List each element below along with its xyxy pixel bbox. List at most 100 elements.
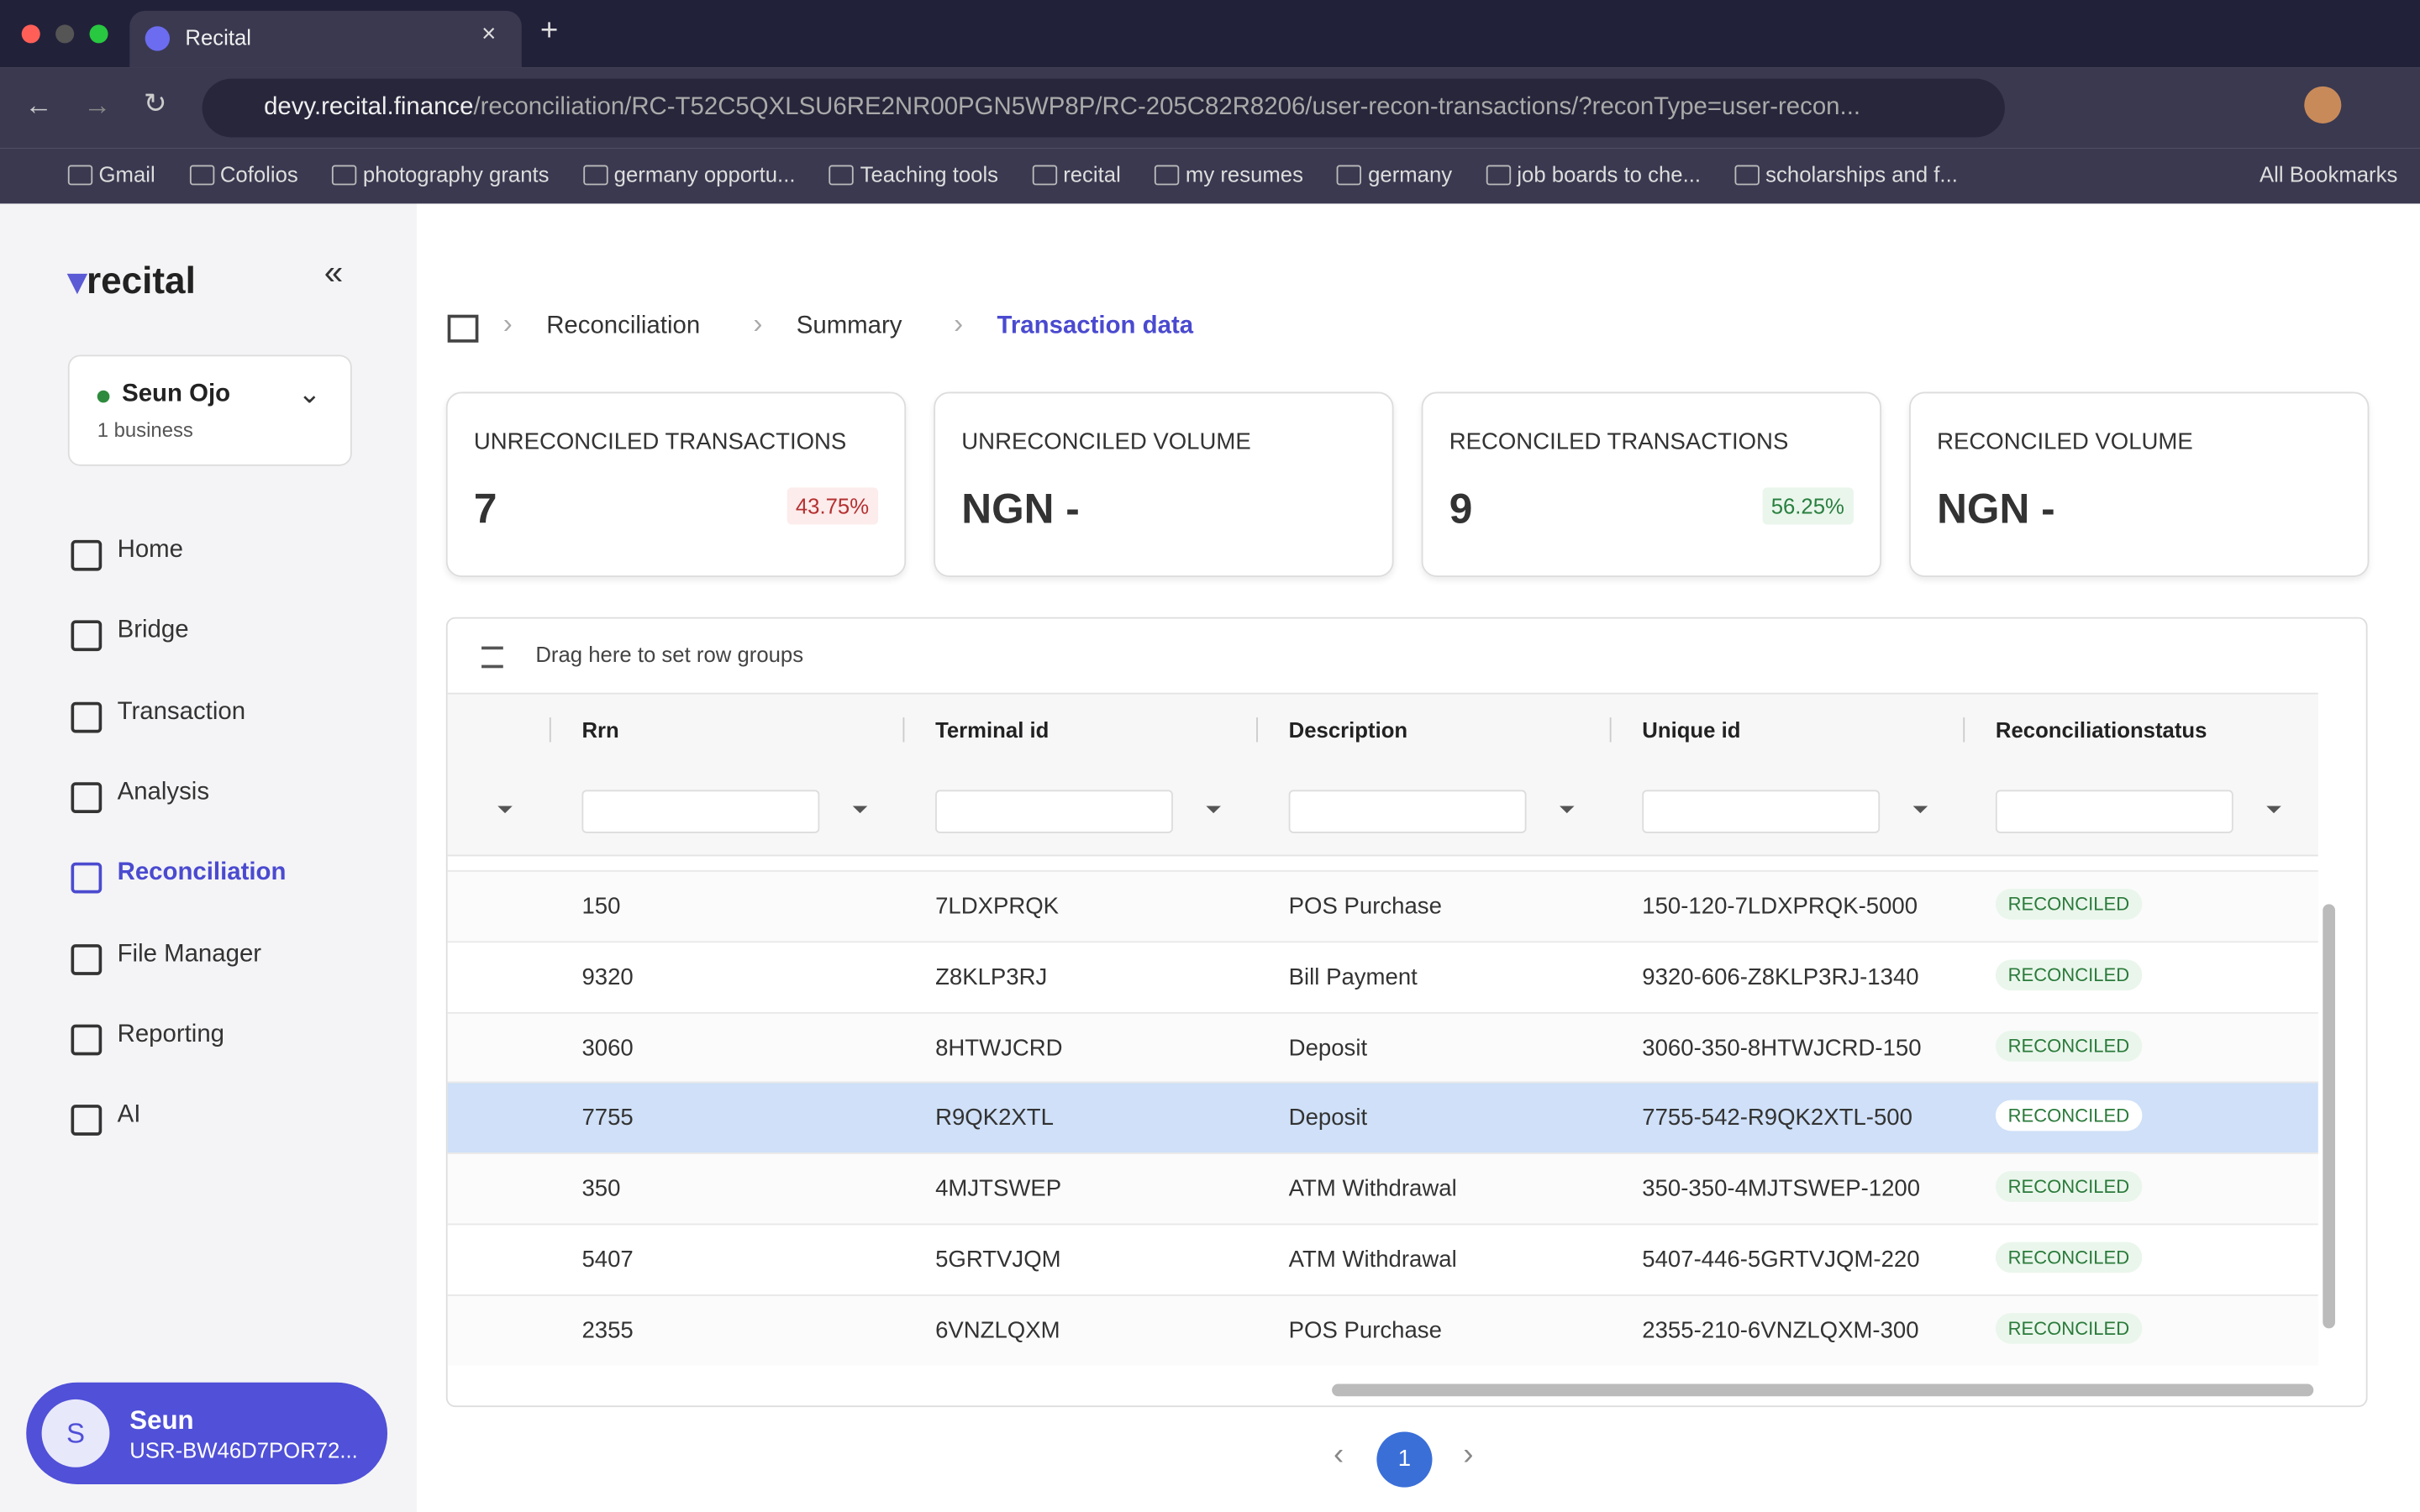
tab[interactable]: Recital × <box>129 10 522 68</box>
url-host: devy.recital.finance <box>264 94 474 121</box>
nav-item[interactable]: Transaction <box>117 698 246 725</box>
prev-page[interactable]: ‹ <box>1333 1437 1344 1473</box>
column-header[interactable]: Description <box>1288 717 1408 743</box>
filter-btn[interactable]: ⏷ <box>497 797 513 822</box>
cell: POS Purchase <box>1288 893 1442 920</box>
bookmark[interactable]: germany <box>1368 161 1453 187</box>
filter-input[interactable] <box>581 790 820 833</box>
nav-item[interactable]: File Manager <box>117 940 262 967</box>
bookmark[interactable]: Gmail <box>98 161 155 187</box>
bookmark[interactable]: job boards to che... <box>1517 161 1702 187</box>
summary-card: RECONCILED TRANSACTIONS 9 56.25% <box>1421 391 1881 577</box>
bookmark-icon <box>1486 165 1511 186</box>
column-header[interactable]: Rrn <box>581 717 619 743</box>
cell: 4MJTSWEP <box>935 1175 1062 1203</box>
card-value: 9 <box>1449 486 1473 533</box>
cell: 2355 <box>581 1317 634 1344</box>
address-bar[interactable]: devy.recital.finance/reconciliation/RC-T… <box>202 78 2005 138</box>
data-grid: Drag here to set row groups ⏷ Rrn ⏷ Terminal… <box>445 617 2368 1408</box>
card-value: NGN - <box>961 486 1080 533</box>
card-badge: 56.25% <box>1761 487 1854 525</box>
column-header[interactable]: Reconciliationstatus <box>1995 717 2207 743</box>
column-header[interactable]: Unique id <box>1642 717 1741 743</box>
home-icon[interactable] <box>447 314 479 343</box>
reload[interactable]: ↻ <box>143 87 167 119</box>
filter-input[interactable] <box>1642 790 1881 833</box>
bookmark[interactable]: Cofolios <box>219 161 298 187</box>
bookmark[interactable]: germany opportu... <box>613 161 796 187</box>
col-sep <box>902 717 905 743</box>
close-dot[interactable] <box>21 24 40 44</box>
cell: Bill Payment <box>1288 963 1418 990</box>
filter-btn[interactable]: ⏷ <box>2265 797 2282 822</box>
next-page[interactable]: › <box>1463 1437 1474 1473</box>
filter-btn[interactable]: ⏷ <box>1559 797 1576 822</box>
filter-input[interactable] <box>935 790 1173 833</box>
bookmark[interactable]: recital <box>1063 161 1121 187</box>
nav-icon <box>71 620 103 652</box>
status-badge: RECONCILED <box>1995 1242 2142 1273</box>
bookmark-icon <box>1337 165 1362 186</box>
bookmark[interactable]: Teaching tools <box>860 161 999 187</box>
tab-close[interactable]: × <box>481 21 497 48</box>
collapse[interactable]: « <box>324 253 344 292</box>
cell: Deposit <box>1288 1105 1368 1132</box>
tab-title: Recital <box>185 24 252 50</box>
profile[interactable] <box>2304 86 2342 123</box>
brand: ▾recital <box>67 260 196 303</box>
user-id: USR-BW46D7POR72... <box>129 1437 358 1463</box>
status-badge: RECONCILED <box>1995 1030 2142 1061</box>
new-tab[interactable]: + <box>539 13 559 48</box>
breadcrumb[interactable]: Summary <box>796 312 902 340</box>
breadcrumb[interactable]: Reconciliation <box>546 312 701 340</box>
card-label: RECONCILED TRANSACTIONS <box>1449 428 1789 455</box>
cell: 150-120-7LDXPRQK-5000 <box>1642 893 1918 920</box>
bookmarks-bar: Gmail Cofolios photography grants germany o… <box>0 148 2420 204</box>
nav-item[interactable]: Reporting <box>117 1021 225 1047</box>
nav-item[interactable]: Home <box>117 537 183 564</box>
user-card[interactable]: S Seun USR-BW46D7POR72... <box>26 1382 388 1484</box>
account-switcher[interactable]: Seun Ojo 1 business ⌄ <box>67 354 352 466</box>
cell: 7LDXPRQK <box>935 893 1060 920</box>
filter-btn[interactable]: ⏷ <box>1912 797 1928 822</box>
column-header[interactable]: Terminal id <box>935 717 1050 743</box>
col-sep <box>1963 717 1965 743</box>
h-scrollbar <box>1332 1383 2314 1397</box>
breadcrumb: Transaction data <box>997 312 1194 340</box>
tab-bar: Recital × + <box>0 0 2420 68</box>
page-button[interactable]: 1 <box>1376 1431 1433 1488</box>
back[interactable]: ← <box>24 89 53 121</box>
filter-input[interactable] <box>1995 790 2233 833</box>
status-badge: RECONCILED <box>1995 959 2142 990</box>
cell: Deposit <box>1288 1034 1368 1061</box>
max-dot[interactable] <box>89 24 108 44</box>
card-value: 7 <box>473 486 497 533</box>
filter-btn[interactable]: ⏷ <box>1205 797 1222 822</box>
forward[interactable]: → <box>83 89 112 121</box>
bookmark[interactable]: scholarships and f... <box>1765 161 1958 187</box>
cell: Z8KLP3RJ <box>935 963 1048 990</box>
nav-icon <box>71 863 103 894</box>
nav-item[interactable]: Bridge <box>117 617 189 644</box>
filter-input[interactable] <box>1288 790 1527 833</box>
col-sep <box>1256 717 1258 743</box>
all-bookmarks[interactable]: All Bookmarks <box>2259 161 2398 187</box>
nav-icon <box>71 782 103 813</box>
cell: ATM Withdrawal <box>1288 1175 1457 1203</box>
nav-item[interactable]: Analysis <box>117 779 210 806</box>
bookmark[interactable]: my resumes <box>1185 161 1303 187</box>
nav-item[interactable]: Reconciliation <box>117 859 287 886</box>
cell: POS Purchase <box>1288 1317 1442 1344</box>
min-dot[interactable] <box>55 24 75 44</box>
nav-icon <box>71 539 103 571</box>
bookmark-icon <box>582 165 608 186</box>
nav-item[interactable]: AI <box>117 1101 141 1128</box>
col-sep <box>549 717 551 743</box>
summary-card: UNRECONCILED VOLUME NGN - <box>934 391 1394 577</box>
filter-btn[interactable]: ⏷ <box>851 797 868 822</box>
bookmark[interactable]: photography grants <box>362 161 550 187</box>
nav-icon <box>71 701 103 732</box>
cell: R9QK2XTL <box>935 1105 1054 1132</box>
